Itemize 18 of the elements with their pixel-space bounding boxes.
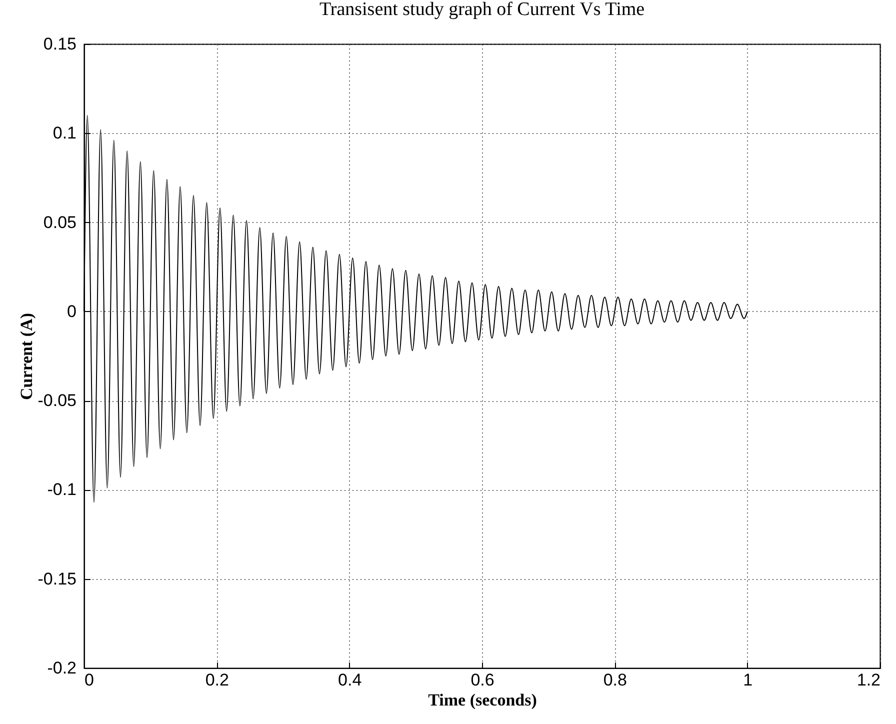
y-tick-label: 0.15 bbox=[43, 34, 76, 54]
chart-title: Transisent study graph of Current Vs Time bbox=[319, 0, 645, 20]
x-tick-label: 0.8 bbox=[603, 670, 627, 690]
y-tick-label: 0.05 bbox=[43, 212, 76, 232]
y-tick-label: -0.05 bbox=[38, 391, 76, 410]
y-tick-label: -0.1 bbox=[47, 480, 76, 500]
y-tick-label: -0.2 bbox=[47, 658, 76, 678]
x-tick-label: 0.2 bbox=[205, 670, 229, 690]
x-axis-title: Time (seconds) bbox=[428, 690, 537, 710]
x-tick-label: 0.6 bbox=[470, 670, 494, 690]
x-tick-label: 0 bbox=[84, 670, 94, 690]
y-axis-title: Current (A) bbox=[16, 312, 36, 400]
y-tick-label: 0.1 bbox=[52, 124, 76, 143]
x-tick-label: 1.2 bbox=[856, 670, 880, 690]
y-tick-label: 0 bbox=[67, 302, 76, 321]
x-tick-label: 1 bbox=[743, 670, 753, 690]
x-tick-label: 0.4 bbox=[338, 670, 362, 690]
y-tick-label: -0.15 bbox=[38, 569, 76, 588]
